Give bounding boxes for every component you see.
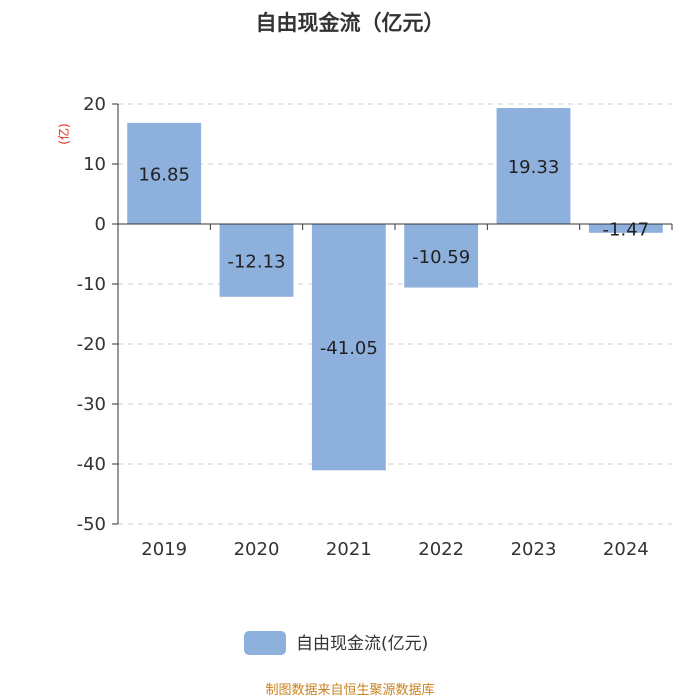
data-labels: 16.85 -12.13 -41.05 -10.59 19.33 -1.47 xyxy=(138,157,649,359)
bars xyxy=(127,108,663,471)
x-tick-label: 2023 xyxy=(511,539,557,560)
y-tick-label: 10 xyxy=(83,154,106,175)
legend[interactable]: 自由现金流(亿元) xyxy=(244,631,428,655)
y-tick-label: 20 xyxy=(83,94,106,115)
data-label: -10.59 xyxy=(412,247,470,268)
data-label: 16.85 xyxy=(138,164,190,185)
data-label: -12.13 xyxy=(227,251,285,272)
y-tick-label: -30 xyxy=(77,394,106,415)
y-tick-label: -20 xyxy=(77,334,106,355)
legend-label[interactable]: 自由现金流(亿元) xyxy=(296,634,428,654)
data-label: -1.47 xyxy=(603,219,650,240)
y-tick-labels: 20 10 0 -10 -20 -30 -40 -50 xyxy=(77,94,106,535)
x-tick-label: 2024 xyxy=(603,539,649,560)
bar-2024[interactable] xyxy=(588,224,663,233)
y-tick-label: -50 xyxy=(77,514,106,535)
bar-2022[interactable] xyxy=(404,224,479,288)
grid-lines xyxy=(118,103,672,525)
data-label: 19.33 xyxy=(508,157,560,178)
bar-2019[interactable] xyxy=(127,122,202,224)
y-tick-label: -40 xyxy=(77,454,106,475)
bar-2023[interactable] xyxy=(496,108,571,224)
y-tick-label: -10 xyxy=(77,274,106,295)
axes xyxy=(112,103,673,525)
y-axis-unit-label: (亿) xyxy=(56,123,71,144)
x-tick-label: 2022 xyxy=(418,539,464,560)
x-tick-label: 2020 xyxy=(234,539,280,560)
bar-2021[interactable] xyxy=(311,224,386,471)
source-note: 制图数据来自恒生聚源数据库 xyxy=(265,682,434,698)
chart-title: 自由现金流（亿元） xyxy=(256,11,445,35)
x-tick-labels: 2019 2020 2021 2022 2023 2024 xyxy=(141,539,648,560)
data-label: -41.05 xyxy=(320,338,378,359)
y-tick-label: 0 xyxy=(95,214,106,235)
legend-swatch[interactable] xyxy=(244,631,286,655)
bar-2020[interactable] xyxy=(219,224,294,297)
x-tick-label: 2021 xyxy=(326,539,372,560)
x-tick-label: 2019 xyxy=(141,539,187,560)
